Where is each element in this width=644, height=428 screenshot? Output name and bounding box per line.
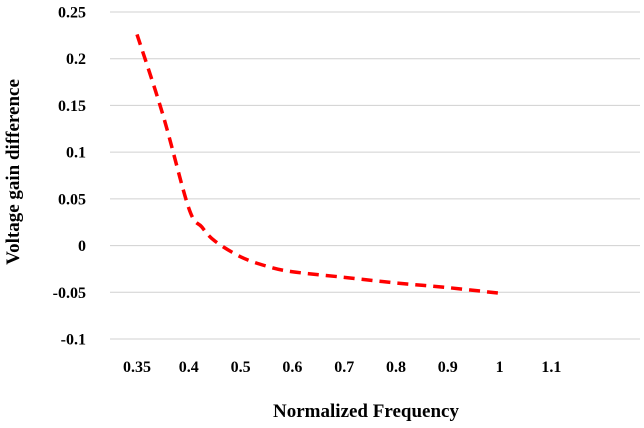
x-tick-label: 1 xyxy=(496,359,504,376)
y-tick-label: -0.1 xyxy=(61,332,86,349)
x-tick-label: 0.9 xyxy=(438,359,458,376)
y-tick-labels: -0.1 -0.05 0 0.05 0.1 0.15 0.2 0.25 xyxy=(53,5,86,349)
y-tick-label: 0.2 xyxy=(66,51,86,68)
x-tick-label: 0.5 xyxy=(231,359,251,376)
y-tick-label: -0.05 xyxy=(53,285,86,302)
y-axis-label: Voltage gain difference xyxy=(3,79,24,265)
x-axis-label: Normalized Frequency xyxy=(273,401,459,422)
y-tick-label: 0.15 xyxy=(58,98,86,115)
x-tick-label: 0.8 xyxy=(386,359,406,376)
y-tick-label: 0.05 xyxy=(58,191,86,208)
y-tick-label: 0 xyxy=(78,238,86,255)
x-tick-label: 1.1 xyxy=(541,359,561,376)
x-tick-label: 0.4 xyxy=(179,359,199,376)
series-layer xyxy=(135,33,500,295)
series-line xyxy=(135,33,500,295)
y-tick-label: 0.25 xyxy=(58,5,86,22)
gridlines xyxy=(110,11,640,340)
x-tick-labels: 0.35 0.4 0.5 0.6 0.7 0.8 0.9 1 1.1 xyxy=(123,359,561,376)
x-tick-label: 0.6 xyxy=(282,359,302,376)
x-tick-label: 0.7 xyxy=(334,359,354,376)
x-tick-label: 0.35 xyxy=(123,359,151,376)
y-tick-label: 0.1 xyxy=(66,145,86,162)
